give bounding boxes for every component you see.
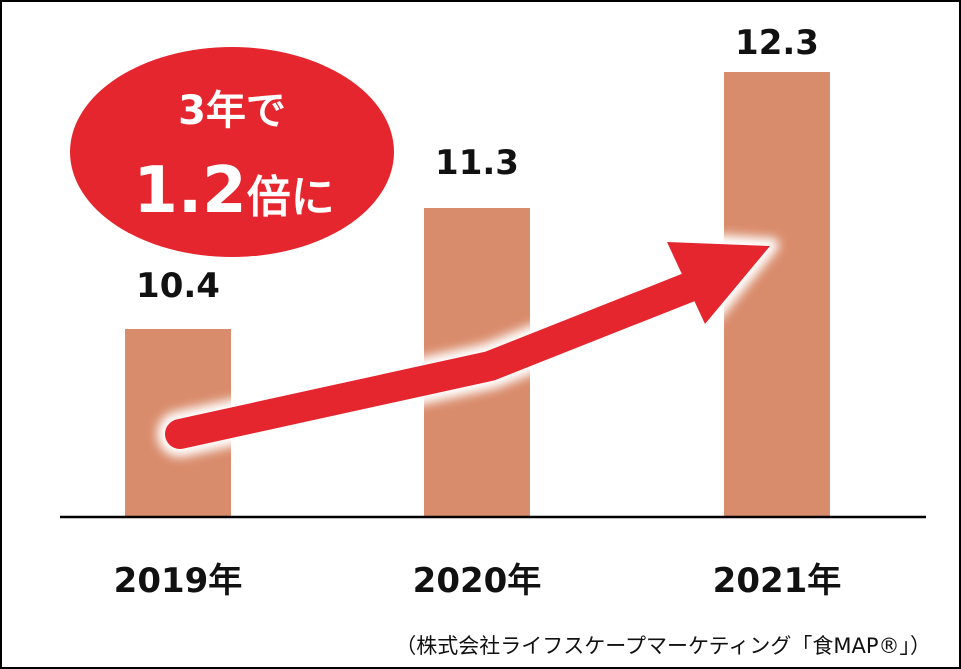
badge-line2: 1.2倍に xyxy=(133,154,334,228)
category-label-2019: 2019年 xyxy=(114,561,243,601)
badge-line1: 3年で xyxy=(178,88,286,134)
growth-badge: 3年で 1.2倍に xyxy=(70,47,394,257)
category-label-2020: 2020年 xyxy=(413,561,542,601)
category-label-2021: 2021年 xyxy=(713,561,842,601)
badge-suffix: 倍に xyxy=(247,172,335,223)
value-label-2021: 12.3 xyxy=(735,23,819,63)
bar-2021 xyxy=(724,72,830,517)
value-label-2019: 10.4 xyxy=(136,266,220,306)
value-label-2020: 11.3 xyxy=(435,143,519,183)
growth-arrow-icon xyxy=(165,242,770,449)
source-note: （株式会社ライフスケープマーケティング「食MAP®」） xyxy=(395,634,931,658)
badge-number: 1.2 xyxy=(133,154,246,228)
